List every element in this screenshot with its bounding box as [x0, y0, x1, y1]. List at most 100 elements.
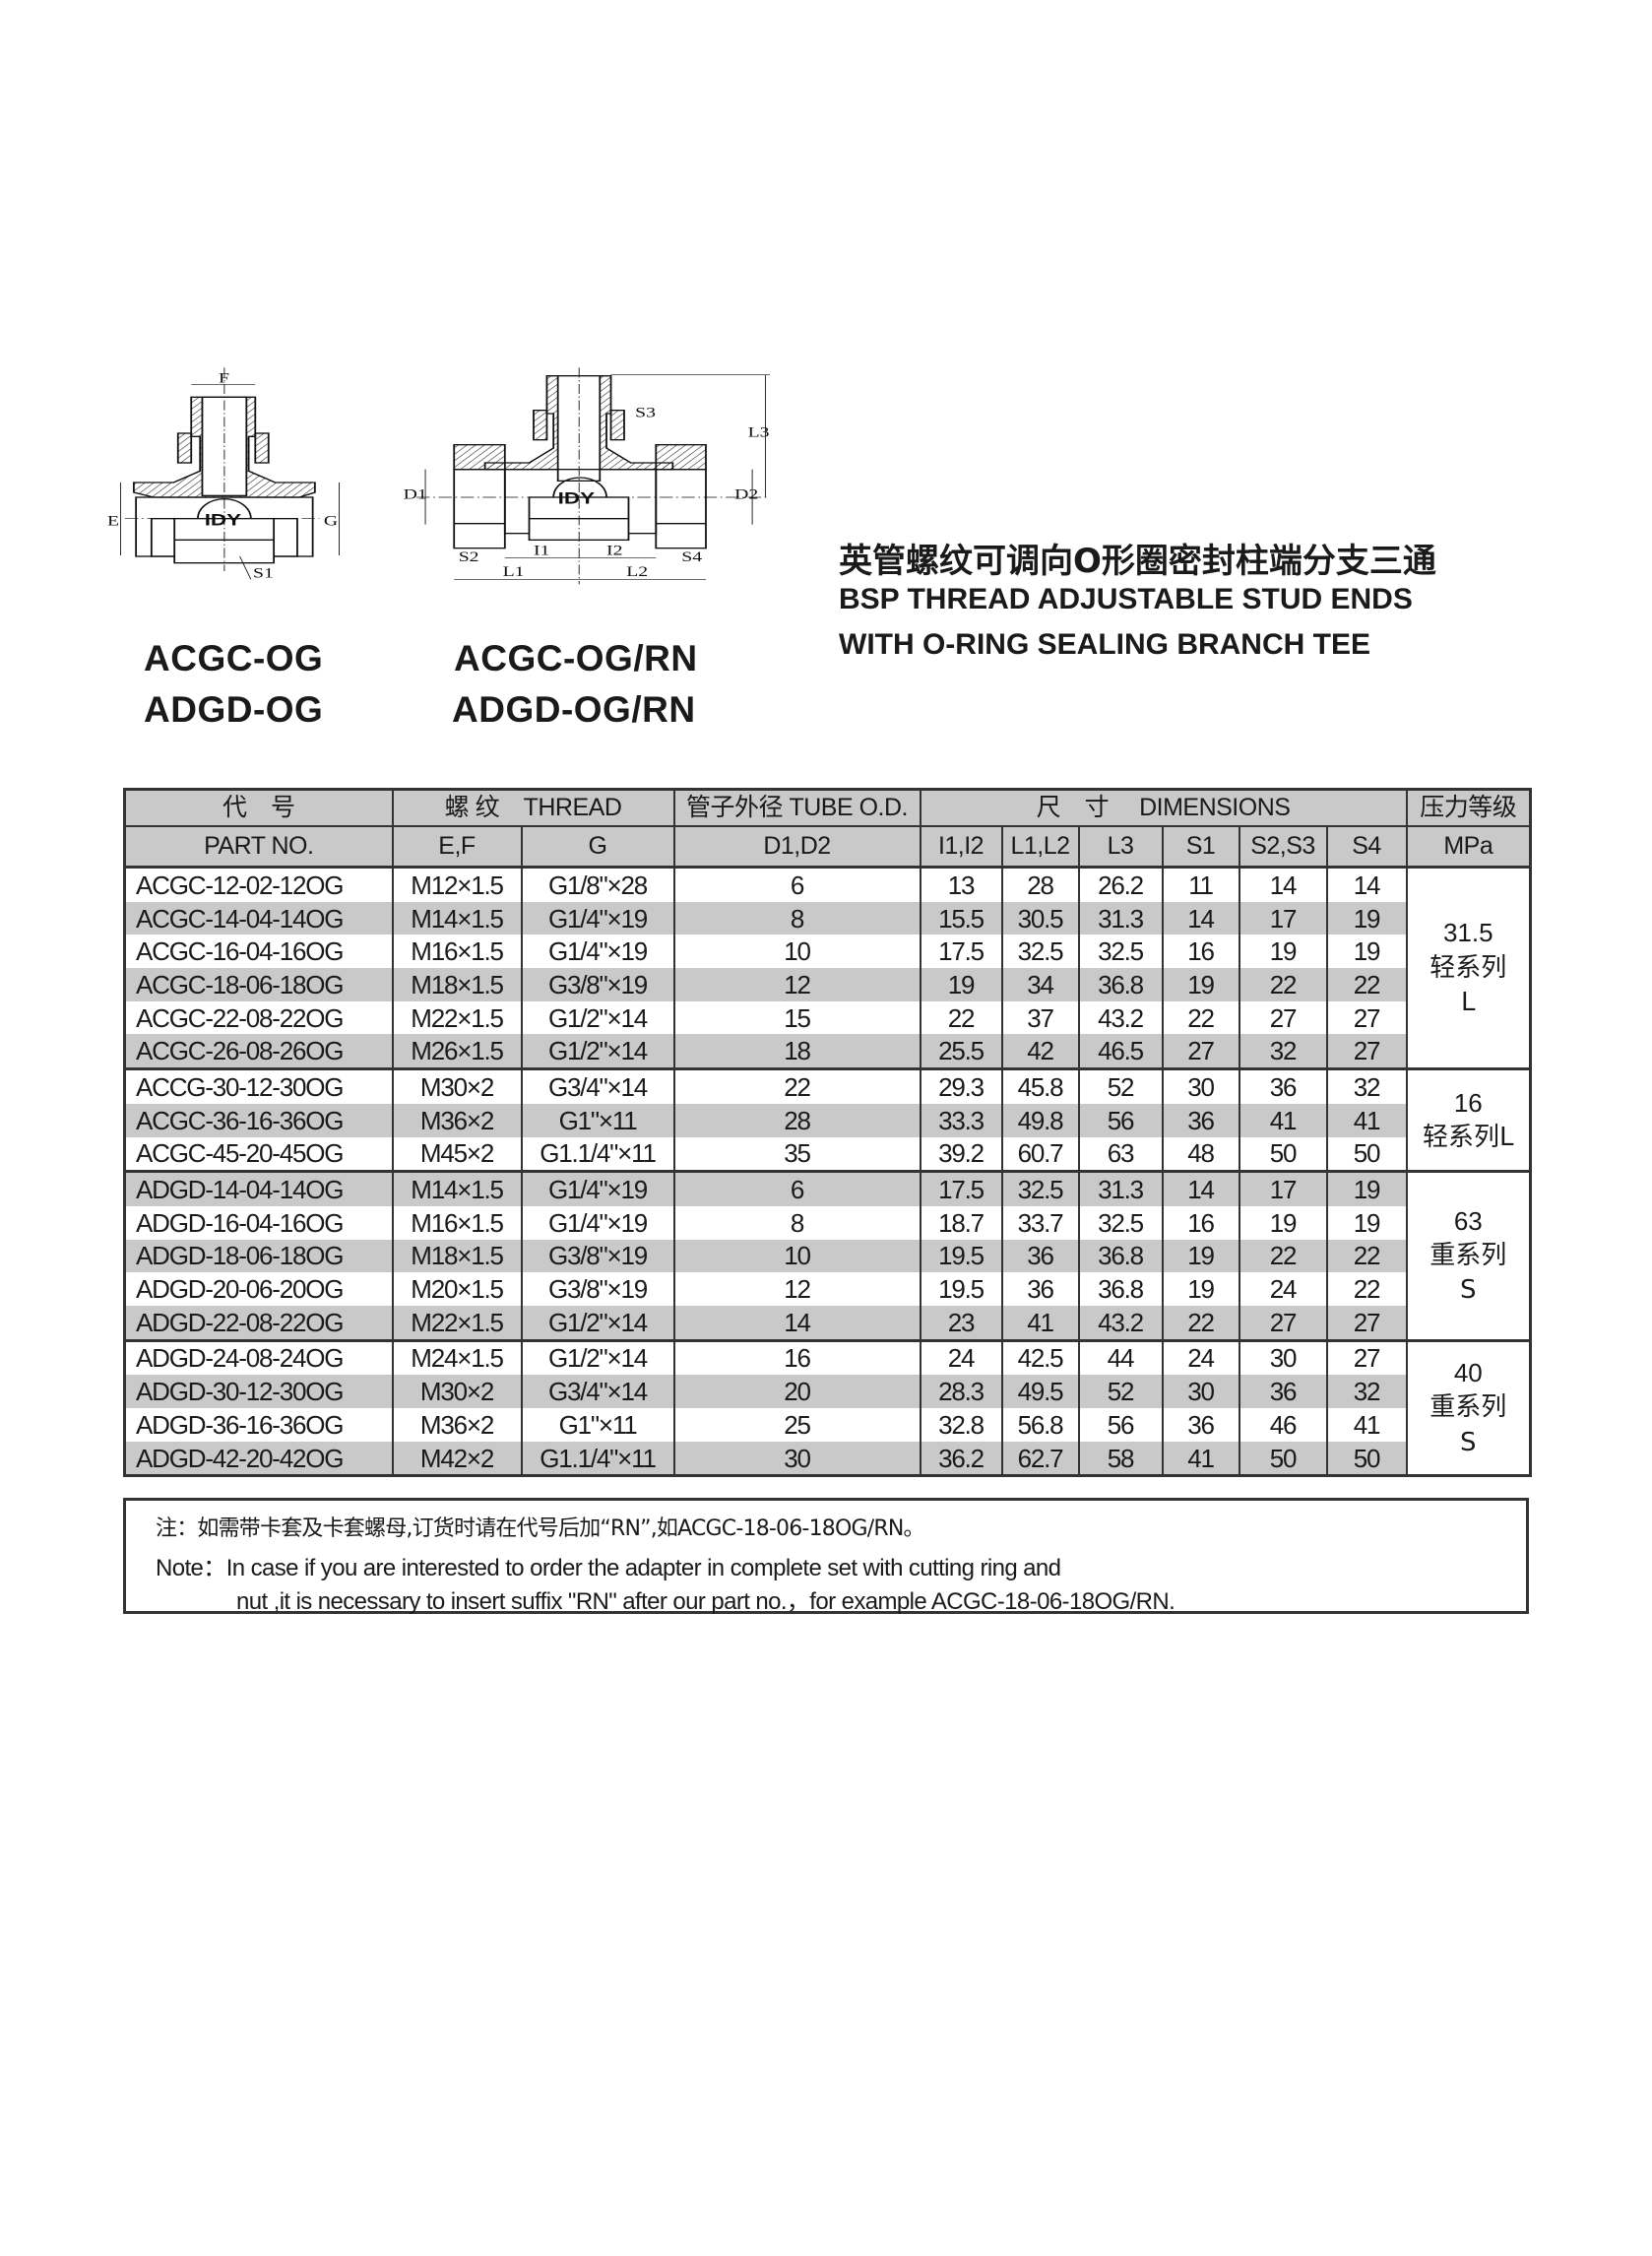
table-cell: 10	[672, 1239, 921, 1273]
table-cell: 39.2	[919, 1136, 1003, 1172]
label-e: E	[107, 513, 119, 529]
model-label: ADGD-OG	[144, 689, 324, 730]
label-f: F	[219, 370, 229, 386]
table-cell: 22	[1325, 968, 1408, 1001]
table-cell: 32.5	[1000, 935, 1080, 969]
table-cell: 12	[672, 968, 921, 1001]
drawing-labels: F E G S1 S3 L3 D1 D2 S2 S4 I1 I2 L1 L2 I…	[107, 370, 770, 581]
table-cell: 52	[1077, 1375, 1164, 1408]
header-thread: 螺 纹 THREAD	[391, 788, 675, 827]
table-cell: 22	[1238, 1239, 1328, 1273]
label-s4: S4	[681, 548, 702, 564]
table-cell: 22	[1161, 1305, 1240, 1341]
table-cell: 11	[1161, 867, 1240, 902]
table-cell: 28	[1000, 867, 1080, 902]
table-cell: 14	[1325, 867, 1408, 902]
part-number-cell: ACGC-36-16-36OG	[123, 1103, 394, 1137]
part-number-cell: ADGD-36-16-36OG	[123, 1408, 394, 1442]
table-cell: 50	[1238, 1136, 1328, 1172]
table-row: ACGC-16-04-16OG M16×1.5 G1/4"×19 10 17.5 32.5…	[123, 935, 1531, 969]
header-i: I1,I2	[919, 825, 1003, 869]
part-number-cell: ADGD-42-20-42OG	[123, 1441, 394, 1476]
table-cell: M22×1.5	[391, 1000, 523, 1035]
table-cell: 15	[672, 1000, 921, 1035]
table-cell: 41	[1000, 1305, 1080, 1341]
table-cell: G1/8"×28	[520, 867, 675, 902]
table-cell: 36.8	[1077, 1272, 1164, 1306]
table-cell: 16	[1161, 935, 1240, 969]
part-number-cell: ACGC-18-06-18OG	[123, 968, 394, 1001]
table-cell: G3/4"×14	[520, 1375, 675, 1408]
table-cell: 24	[919, 1338, 1003, 1376]
table-cell: M30×2	[391, 1067, 523, 1104]
pressure-rating-cell: 31.5 轻系列 L	[1405, 865, 1532, 1071]
part-number-cell: ACGC-26-08-26OG	[123, 1034, 394, 1069]
table-cell: G1/2"×14	[520, 1338, 675, 1376]
table-cell: 44	[1077, 1338, 1164, 1376]
part-number-cell: ACGC-12-02-12OG	[123, 867, 394, 902]
table-cell: 19	[1161, 1239, 1240, 1273]
table-cell: 22	[1161, 1000, 1240, 1035]
header-ef: E,F	[391, 825, 523, 869]
table-cell: 32	[1238, 1034, 1328, 1069]
table-cell: 43.2	[1077, 1305, 1164, 1341]
page-title-en-line1: BSP THREAD ADJUSTABLE STUD ENDS	[839, 583, 1413, 615]
note-en-line2: nut ,it is necessary to insert suffix "R…	[236, 1588, 1175, 1615]
table-cell: 31.3	[1077, 1170, 1164, 1206]
table-cell: 24	[1161, 1338, 1240, 1376]
header-s1: S1	[1161, 825, 1240, 869]
table-cell: 42.5	[1000, 1338, 1080, 1376]
pressure-rating-line: 轻系列	[1430, 952, 1507, 983]
table-cell: 32	[1325, 1375, 1408, 1408]
table-cell: 29.3	[919, 1067, 1003, 1104]
table-cell: 19	[1161, 968, 1240, 1001]
pressure-rating-line: 重系列	[1430, 1392, 1507, 1423]
table-cell: 22	[1325, 1239, 1408, 1273]
label-d1: D1	[404, 486, 427, 502]
table-cell: 50	[1325, 1136, 1408, 1172]
table-cell: 36.8	[1077, 968, 1164, 1001]
table-cell: 17.5	[919, 935, 1003, 969]
table-cell: G1/4"×19	[520, 1205, 675, 1240]
table-cell: 14	[1161, 901, 1240, 935]
table-cell: 36	[1238, 1375, 1328, 1408]
table-cell: 22	[919, 1000, 1003, 1035]
header-l: L1,L2	[1000, 825, 1080, 869]
table-cell: M36×2	[391, 1408, 523, 1442]
header-s23: S2,S3	[1238, 825, 1328, 869]
part-number-cell: ACGC-14-04-14OG	[123, 901, 394, 935]
part-number-cell: ADGD-14-04-14OG	[123, 1170, 394, 1206]
table-cell: M18×1.5	[391, 968, 523, 1001]
table-cell: M42×2	[391, 1441, 523, 1476]
table-cell: 36	[1238, 1067, 1328, 1104]
table-cell: 26.2	[1077, 867, 1164, 902]
table-cell: 19	[1325, 901, 1408, 935]
label-d2: D2	[734, 486, 758, 502]
table-cell: G3/8"×19	[520, 1239, 675, 1273]
label-l2: L2	[626, 563, 648, 579]
table-cell: 31.3	[1077, 901, 1164, 935]
pressure-rating-line: 16	[1453, 1087, 1483, 1118]
table-cell: 24	[1238, 1272, 1328, 1306]
note-en-line1: Note：In case if you are interested to or…	[156, 1555, 1061, 1581]
table-cell: 27	[1325, 1000, 1408, 1035]
table-cell: 25	[672, 1408, 921, 1442]
table-cell: 28	[672, 1103, 921, 1137]
label-l3: L3	[748, 424, 770, 440]
table-cell: 19	[1325, 1170, 1408, 1206]
table-row: ACGC-22-08-22OG M22×1.5 G1/2"×14 15 22 37 43.2…	[123, 1000, 1531, 1035]
table-cell: 28.3	[919, 1375, 1003, 1408]
table-cell: 30	[1238, 1338, 1328, 1376]
label-i2: I2	[606, 543, 622, 558]
table-cell: 17.5	[919, 1170, 1003, 1206]
table-row: ADGD-36-16-36OG M36×2 G1"×11 25 32.8 56.8 56 36…	[123, 1408, 1531, 1442]
table-cell: 30	[672, 1441, 921, 1476]
table-cell: 36.8	[1077, 1239, 1164, 1273]
table-cell: 6	[672, 1170, 921, 1206]
part-number-cell: ADGD-24-08-24OG	[123, 1338, 394, 1376]
label-s2: S2	[459, 548, 479, 564]
table-cell: 33.7	[1000, 1205, 1080, 1240]
part-number-cell: ADGD-20-06-20OG	[123, 1272, 394, 1306]
label-l1: L1	[503, 563, 525, 579]
table-cell: 22	[1238, 968, 1328, 1001]
